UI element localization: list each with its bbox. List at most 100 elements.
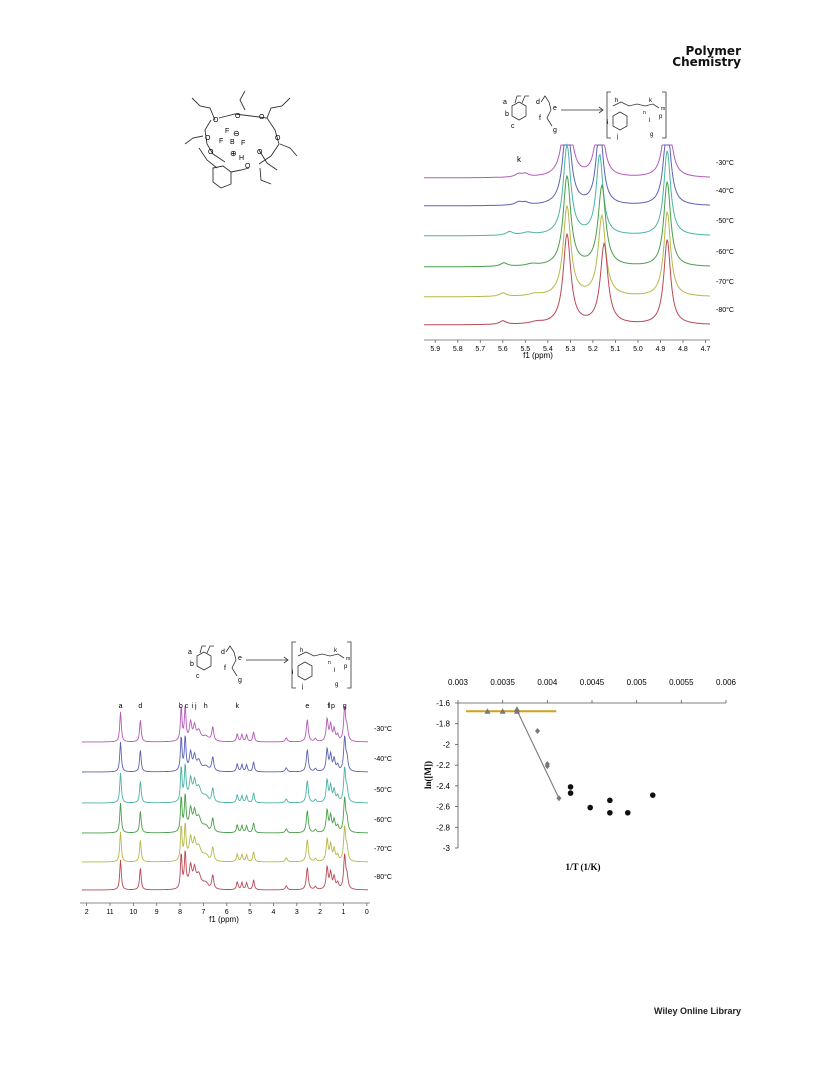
nmr1-tick-label: 4.8 — [678, 346, 688, 353]
scheme2-label-g2: g — [335, 682, 338, 688]
scheme2-label-i: i — [292, 670, 293, 676]
nmr1-tick-label: 5.2 — [588, 346, 598, 353]
scheme-label-l: l — [649, 118, 650, 124]
nmr2-tick-label: 7 — [201, 909, 205, 916]
atom-o2: O — [235, 113, 241, 120]
nmr1-tick-label: 5.0 — [633, 346, 643, 353]
scatter-xlabel: 1/T (1/K) — [565, 862, 600, 872]
nmr2-tick-label: 6 — [225, 909, 229, 916]
scheme-label-j: j — [616, 134, 618, 140]
nmr2-tick-label: 8 — [178, 909, 182, 916]
scheme-label-c: c — [511, 123, 515, 130]
reaction-scheme-bottom: a b c d e f g h i j k n l p g m — [188, 641, 352, 690]
nmr2-series-line — [82, 793, 368, 834]
scatter-point-diamond — [514, 707, 520, 714]
scatter-point-circle — [607, 809, 613, 816]
journal-name: Polymer Chemistry — [672, 45, 741, 69]
nmr2-temperature-label: -70°C — [374, 845, 392, 853]
nmr1-tick-label: 4.9 — [656, 346, 666, 353]
nmr1-tick-label: 5.9 — [430, 346, 440, 353]
scatter-point-circle — [587, 804, 594, 811]
nmr1-series-line — [424, 233, 710, 326]
scheme2-label-n: n — [328, 660, 331, 666]
scatter-x-tick-label: 0.006 — [716, 678, 737, 687]
scheme-label-k: k — [649, 98, 653, 104]
scatter-point-circle — [624, 809, 631, 816]
nmr2-tick-label: 11 — [106, 909, 113, 916]
nmr2-temperature-label: -80°C — [374, 873, 392, 881]
scheme-label-p: p — [659, 114, 663, 120]
nmr2-peak-label: b c — [179, 703, 189, 710]
nmr1-series-line — [424, 205, 710, 298]
nmr2-temperature-label: -40°C — [374, 755, 392, 763]
journal-line2: Chemistry — [672, 55, 741, 69]
nmr2-temperature-label: -30°C — [374, 725, 392, 733]
scheme2-label-h: h — [300, 648, 303, 654]
nmr2-peak-label: a — [119, 703, 123, 710]
scheme2-label-c: c — [196, 673, 200, 680]
nmr2-peak-label: k — [236, 703, 240, 710]
publisher-name: Wiley Online Library — [654, 1006, 741, 1016]
atom-o1: O — [213, 117, 219, 124]
scatter-point-circle — [649, 792, 656, 798]
atom-f3: F — [241, 140, 245, 147]
scatter-y-tick-label: -2.4 — [436, 782, 450, 791]
scheme2-label-p: p — [344, 664, 348, 670]
nmr1-temperature-label: -40°C — [716, 187, 734, 195]
scatter-point-diamond — [535, 727, 541, 734]
charge-minus: ⊖ — [233, 129, 240, 138]
atom-o7: O — [257, 149, 263, 156]
nmr1-temperature-label: -50°C — [716, 217, 734, 225]
scatter-point-circle — [567, 784, 574, 790]
nmr1-tick-label: 5.8 — [453, 346, 463, 353]
scheme2-label-b: b — [190, 661, 194, 668]
scheme-label-h: h — [615, 98, 618, 104]
scatter-y-tick-label: -2.2 — [436, 761, 450, 770]
scatter-point-diamond — [556, 795, 562, 802]
scheme-label-g2: g — [650, 132, 653, 138]
nmr1-temperature-label: -80°C — [716, 306, 734, 314]
nmr1-tick-label: 5.1 — [611, 346, 621, 353]
scheme2-label-j: j — [301, 684, 303, 690]
nmr1-tick-label: 4.7 — [701, 346, 711, 353]
nmr1-tick-label: 5.3 — [566, 346, 576, 353]
scatter-y-tick-label: -2 — [443, 740, 451, 749]
scatter-point-circle — [567, 790, 574, 796]
scatter-y-tick-label: -2.6 — [436, 803, 450, 812]
scheme2-label-g: g — [238, 677, 242, 684]
nmr2-tick-label: 9 — [155, 909, 159, 916]
nmr1-temperature-label: -70°C — [716, 278, 734, 286]
nmr2-series-line — [82, 763, 368, 804]
atom-o6: O — [208, 149, 214, 156]
scheme2-label-k: k — [334, 648, 338, 654]
nmr1-temperature-label: -30°C — [716, 159, 734, 167]
nmr2-series-line — [82, 850, 368, 891]
nmr2-xlabel: f1 (ppm) — [209, 915, 239, 924]
atom-o3: O — [259, 114, 265, 121]
atom-b: B — [230, 139, 235, 146]
nmr1-xlabel: f1 (ppm) — [523, 351, 553, 360]
nmr2-tick-label: 3 — [295, 909, 299, 916]
scatter-y-tick-label: -1.6 — [436, 699, 450, 708]
atom-o5: O — [275, 135, 281, 142]
scatter-x-tick-label: 0.003 — [448, 678, 469, 687]
nmr1-peak-label-k: k — [517, 155, 522, 164]
scatter-ylabel: ln([M]) — [423, 761, 433, 789]
scheme-label-b: b — [505, 111, 509, 118]
scheme-label-f: f — [539, 115, 541, 122]
nmr2-peak-label: d — [138, 703, 142, 710]
scatter-y-tick-label: -3 — [443, 844, 451, 853]
nmr1-tick-label: 5.7 — [475, 346, 485, 353]
nmr1-tick-label: 5.4 — [543, 346, 553, 353]
scheme2-label-l: l — [334, 668, 335, 674]
scheme2-label-d: d — [221, 649, 225, 656]
scatter-x-tick-label: 0.004 — [537, 678, 558, 687]
nmr2-peak-label: h — [204, 703, 208, 710]
scheme2-label-e: e — [238, 655, 242, 662]
scatter-y-tick-label: -2.8 — [436, 823, 450, 832]
nmr2-peak-label: l — [329, 703, 331, 710]
complex-structure: O O O O O O O F F F B H O ⊖ ⊕ — [184, 90, 298, 189]
scheme-label-n: n — [643, 110, 646, 116]
